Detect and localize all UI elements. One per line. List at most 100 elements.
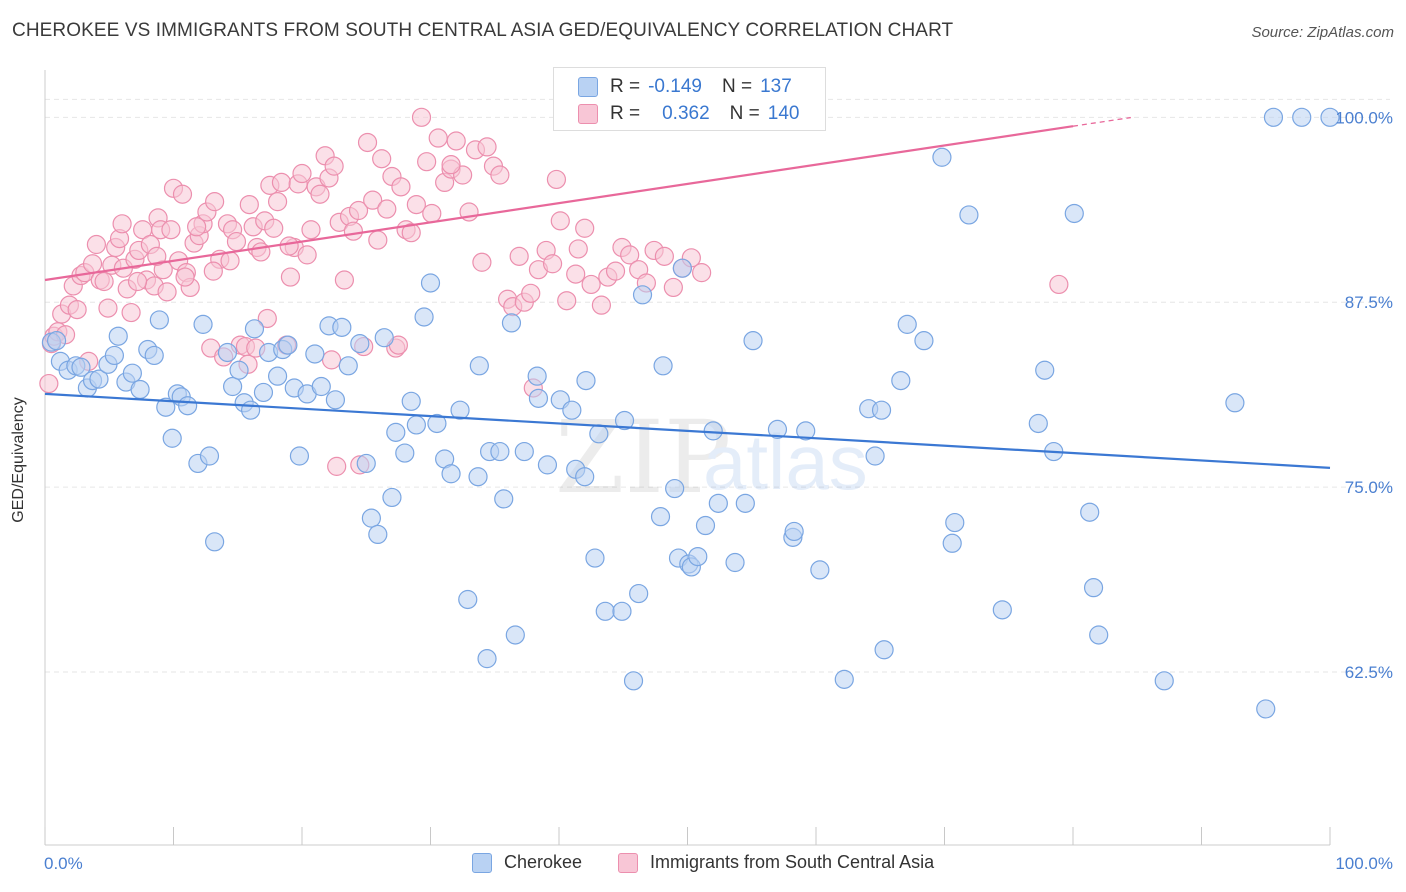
data-point [725, 552, 745, 573]
data-point [175, 267, 195, 287]
points-cherokee [41, 107, 1340, 719]
data-point [363, 190, 383, 210]
data-point [89, 369, 109, 389]
data-point [703, 421, 723, 441]
data-point [546, 169, 567, 190]
data-point [568, 239, 588, 259]
data-point [386, 422, 406, 442]
data-point [614, 410, 635, 431]
data-point [505, 625, 525, 645]
data-point [361, 508, 381, 528]
data-point [468, 467, 488, 487]
data-point [542, 254, 563, 274]
data-point [494, 489, 514, 509]
data-point [420, 273, 441, 293]
data-point [372, 149, 392, 169]
points-immigrants [39, 107, 1069, 476]
data-point [374, 328, 394, 348]
data-point [112, 214, 132, 234]
data-point [784, 521, 804, 542]
data-point [417, 152, 437, 172]
y-tick-label: 62.5% [1345, 663, 1393, 682]
data-point [959, 205, 979, 225]
data-point [98, 298, 118, 318]
data-point [576, 370, 596, 391]
grid-lines [45, 98, 1390, 673]
data-point [708, 493, 728, 513]
data-point [205, 532, 225, 552]
data-point [692, 263, 712, 283]
y-tick-label: 75.0% [1345, 478, 1393, 497]
data-point [178, 396, 198, 416]
data-point [735, 493, 755, 513]
data-point [514, 441, 534, 462]
data-point [244, 319, 265, 339]
legend-label-cherokee: Cherokee [504, 852, 583, 872]
data-point [1064, 203, 1084, 224]
data-point [477, 137, 497, 157]
data-point [834, 669, 854, 689]
data-point [157, 282, 177, 302]
data-point [871, 400, 892, 420]
data-point [104, 345, 124, 366]
data-point [1320, 107, 1340, 127]
data-point [575, 467, 595, 487]
data-point [334, 270, 355, 290]
legend-row-immigrants: R = 0.362 N = 140 [578, 101, 799, 127]
data-point [401, 391, 421, 411]
data-point [94, 271, 114, 292]
data-point [147, 246, 167, 266]
data-point [428, 128, 448, 148]
data-point [865, 446, 885, 466]
data-point [401, 223, 421, 243]
data-point [1028, 413, 1048, 434]
data-point [193, 314, 213, 334]
data-point [458, 589, 478, 610]
trend-line-immigrants-extension [1072, 116, 1131, 127]
data-point [267, 192, 288, 212]
data-point [585, 548, 605, 568]
data-point [1263, 107, 1284, 127]
data-point [321, 350, 342, 370]
legend-n-value: 140 [767, 103, 800, 124]
legend-label-immigrants: Immigrants from South Central Asia [650, 852, 935, 872]
data-point [377, 199, 397, 219]
data-point [897, 314, 917, 334]
data-point [891, 370, 911, 391]
data-point [767, 419, 788, 439]
data-point [629, 583, 649, 604]
legend-swatch-pink [578, 104, 598, 124]
data-point [324, 156, 344, 176]
data-point [391, 177, 411, 197]
data-point [325, 390, 346, 410]
axes [44, 70, 1331, 846]
data-point [612, 601, 632, 621]
data-point [550, 211, 570, 231]
data-point [395, 443, 415, 463]
data-point [382, 487, 402, 508]
data-point [623, 671, 644, 691]
data-point [356, 453, 376, 474]
data-point [942, 533, 962, 553]
data-point [595, 601, 615, 621]
x-tick-label: 0.0% [44, 854, 83, 873]
data-point [446, 131, 466, 151]
legend-item-immigrants: Immigrants from South Central Asia [618, 852, 934, 873]
data-point [121, 302, 141, 323]
data-point [267, 366, 288, 386]
data-point [278, 335, 298, 355]
data-point [86, 234, 107, 255]
data-point [46, 331, 67, 351]
x-tick-label: 100.0% [1335, 854, 1393, 873]
data-point [1256, 699, 1276, 719]
data-point [239, 194, 259, 215]
data-point [327, 456, 347, 476]
data-point [241, 400, 261, 420]
data-point [350, 334, 370, 354]
data-point [411, 107, 432, 127]
data-point [566, 264, 586, 284]
y-tick-label: 87.5% [1345, 293, 1393, 312]
data-point [665, 478, 685, 499]
data-point [280, 267, 301, 287]
